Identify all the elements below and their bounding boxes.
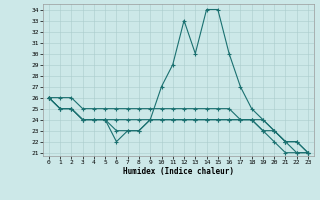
X-axis label: Humidex (Indice chaleur): Humidex (Indice chaleur) bbox=[123, 167, 234, 176]
